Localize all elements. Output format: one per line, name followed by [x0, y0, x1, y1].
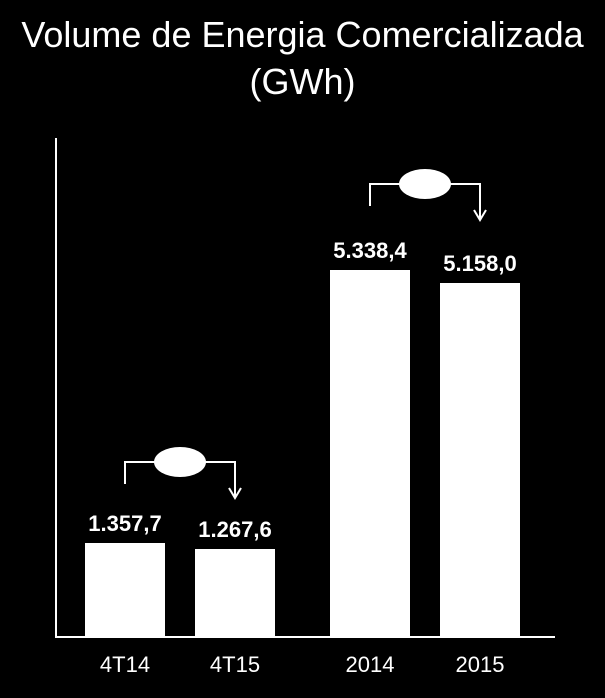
category-label-2015: 2015 — [430, 652, 530, 678]
bracket-ellipse-0 — [154, 447, 206, 477]
chart-title: Volume de Energia Comercializada (GWh) — [0, 12, 605, 106]
chart-plot-area: 1.357,74T141.267,64T155.338,420145.158,0… — [55, 138, 555, 638]
chart-title-line1: Volume de Energia Comercializada — [21, 14, 583, 55]
category-label-2014: 2014 — [320, 652, 420, 678]
bracket-ellipse-1 — [399, 169, 451, 199]
category-label-4T15: 4T15 — [185, 652, 285, 678]
bracket-overlay — [55, 138, 555, 638]
category-label-4T14: 4T14 — [75, 652, 175, 678]
chart-title-line2: (GWh) — [250, 61, 356, 102]
